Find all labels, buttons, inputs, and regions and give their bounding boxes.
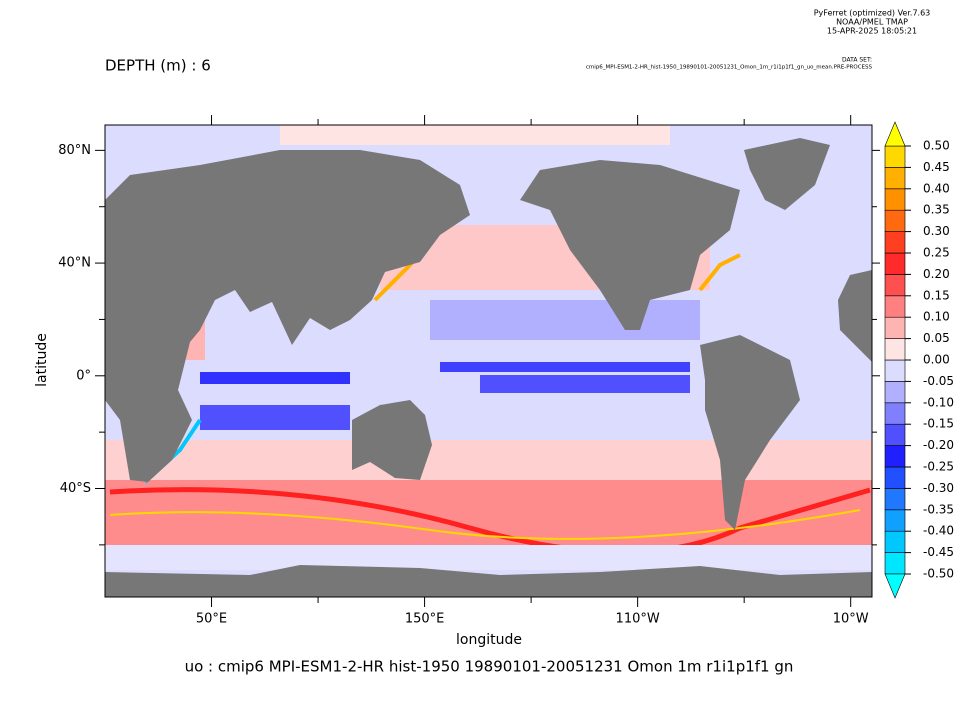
land-eurasia-africa	[105, 150, 470, 482]
colorbar-band	[884, 145, 906, 168]
land-south-america	[700, 335, 800, 530]
colorbar-band	[884, 552, 906, 575]
timestamp: 15-APR-2025 18:05:21	[827, 27, 917, 36]
x-axis-label: longitude	[456, 632, 522, 648]
x-tick-label: 50°E	[196, 612, 227, 627]
current	[698, 253, 741, 292]
colorbar-label: -0.30	[923, 481, 954, 495]
program-label: PyFerret (optimized) Ver.7.63	[814, 9, 931, 18]
colorbar-label: -0.35	[923, 502, 954, 516]
ocean-region	[280, 125, 670, 145]
colorbar-band	[884, 402, 906, 425]
land-antarctica	[105, 565, 872, 597]
land-greenland	[744, 138, 830, 210]
land-north-america	[520, 160, 740, 330]
x-tick-label: 10°W	[833, 612, 869, 627]
colorbar-label: 0.15	[923, 288, 950, 302]
land-west-africa	[838, 270, 872, 362]
colorbar-band	[884, 359, 906, 382]
y-axis-label: latitude	[34, 333, 50, 387]
y-tick-label: 80°N	[58, 143, 91, 158]
y-tick-label: 0°	[76, 368, 91, 383]
colorbar-label: 0.20	[923, 267, 950, 281]
colorbar-label: -0.05	[923, 374, 954, 388]
colorbar-band	[884, 274, 906, 297]
colorbar-label: -0.10	[923, 395, 954, 409]
ocean-region	[105, 545, 872, 570]
colorbar-label: 0.50	[923, 139, 950, 153]
ocean-region	[200, 372, 350, 384]
colorbar-label: 0.30	[923, 224, 950, 238]
ocean-region	[200, 405, 350, 430]
chart-title: DEPTH (m) : 6	[105, 57, 211, 75]
colorbar-label: -0.20	[923, 438, 954, 452]
colorbar-band	[884, 316, 906, 339]
colorbar-band	[884, 509, 906, 532]
colorbar-band	[884, 488, 906, 511]
ocean-region	[430, 300, 700, 340]
colorbar-band	[884, 381, 906, 404]
plot-frame	[104, 124, 873, 598]
current	[109, 509, 861, 540]
colorbar-under	[884, 573, 906, 599]
colorbar-label: -0.40	[923, 524, 954, 538]
ocean-region	[480, 375, 690, 393]
colorbar-label: -0.15	[923, 417, 954, 431]
colorbar-band	[884, 338, 906, 361]
org-label: NOAA/PMEL TMAP	[836, 18, 908, 27]
x-tick-label: 150°E	[405, 612, 445, 627]
colorbar-label: 0.05	[923, 331, 950, 345]
y-tick-label: 40°S	[60, 481, 91, 496]
colorbar-label: -0.45	[923, 545, 954, 559]
dataset-label: DATA SET:	[842, 57, 872, 64]
colorbar-band	[884, 445, 906, 468]
colorbar-over	[884, 121, 906, 147]
colorbar-label: 0.10	[923, 310, 950, 324]
colorbar-label: -0.25	[923, 460, 954, 474]
colorbar-label: 0.40	[923, 181, 950, 195]
dataset-name: cmip6_MPI-ESM1-2-HR_hist-1950_19890101-2…	[586, 65, 873, 71]
colorbar-label: 0.25	[923, 246, 950, 260]
colorbar-band	[884, 423, 906, 446]
y-tick-label: 40°N	[58, 256, 91, 271]
map-field	[105, 125, 872, 597]
colorbar-band	[884, 295, 906, 318]
x-tick-label: 110°W	[616, 612, 660, 627]
colorbar-band	[884, 209, 906, 232]
colorbar-band	[884, 231, 906, 254]
ocean-region	[440, 362, 690, 372]
colorbar-label: 0.45	[923, 160, 950, 174]
land-australia	[352, 400, 432, 480]
caption: uo : cmip6 MPI-ESM1-2-HR hist-1950 19890…	[185, 658, 794, 676]
colorbar-band	[884, 188, 906, 211]
colorbar-label: -0.50	[923, 567, 954, 581]
colorbar-band	[884, 466, 906, 489]
colorbar-band	[884, 167, 906, 190]
colorbar-label: 0.35	[923, 203, 950, 217]
colorbar-label: 0.00	[923, 353, 950, 367]
colorbar-band	[884, 252, 906, 275]
colorbar-band	[884, 530, 906, 553]
